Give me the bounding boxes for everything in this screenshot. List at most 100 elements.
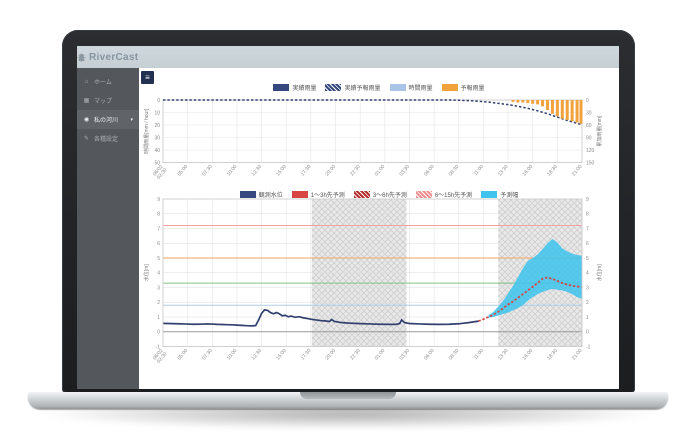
legend-label: 3〜6h先予測 — [372, 193, 407, 199]
legend-item[interactable]: 1〜3h先予測 — [291, 190, 345, 199]
svg-text:08:30: 08:30 — [448, 164, 461, 178]
svg-text:13:30: 13:30 — [497, 348, 510, 362]
sidebar-item-label: 私の河川 — [94, 118, 119, 124]
svg-text:3: 3 — [157, 285, 160, 291]
svg-text:12:30: 12:30 — [250, 164, 263, 178]
svg-text:22:30: 22:30 — [349, 164, 362, 178]
svg-text:6: 6 — [157, 241, 160, 247]
legend-swatch — [239, 191, 256, 198]
svg-text:9: 9 — [157, 197, 160, 203]
svg-text:15:00: 15:00 — [275, 348, 288, 362]
chevron-down-icon: ▾ — [130, 116, 133, 123]
laptop-base — [28, 392, 668, 409]
svg-text:累加雨量[mm]: 累加雨量[mm] — [596, 115, 603, 147]
svg-text:90: 90 — [586, 135, 592, 141]
settings-icon: ✎ — [83, 136, 90, 142]
sidebar-item-label: ホーム — [94, 80, 112, 86]
svg-text:5: 5 — [586, 256, 589, 262]
legend-label: 予報雨量 — [460, 86, 485, 92]
svg-text:06:00: 06:00 — [423, 348, 436, 362]
sidebar-item-3[interactable]: ◉ 私の河川 ▾ — [77, 110, 139, 129]
svg-text:1: 1 — [157, 315, 160, 321]
legend-item[interactable]: 6〜15h先予測 — [415, 190, 473, 199]
svg-text:5: 5 — [157, 256, 160, 262]
svg-text:07:30: 07:30 — [201, 164, 214, 178]
legend-item[interactable]: 実績雨量 — [273, 83, 316, 92]
home-icon: ⌂ — [84, 78, 89, 85]
svg-text:01:00: 01:00 — [374, 348, 387, 362]
svg-text:17:30: 17:30 — [300, 348, 313, 362]
svg-text:20:00: 20:00 — [324, 164, 337, 178]
svg-text:17:30: 17:30 — [300, 164, 313, 178]
sidebar-item-1[interactable]: ⌂ ホーム — [77, 72, 139, 91]
legend-item[interactable]: 観測水位 — [239, 190, 283, 199]
svg-text:07:30: 07:30 — [201, 348, 214, 362]
svg-text:06:00: 06:00 — [423, 164, 436, 178]
svg-text:22:30: 22:30 — [349, 348, 362, 362]
svg-text:05:00: 05:00 — [177, 164, 190, 178]
svg-text:20:00: 20:00 — [324, 348, 337, 362]
svg-text:8: 8 — [157, 212, 160, 218]
sidebar-item-2[interactable]: ▦ マップ — [77, 91, 139, 110]
svg-text:18:30: 18:30 — [546, 348, 559, 362]
svg-text:6: 6 — [586, 241, 589, 247]
svg-text:21:00: 21:00 — [571, 164, 584, 178]
laptop-notch — [300, 392, 396, 399]
legend-item[interactable]: 予測幅 — [481, 190, 518, 199]
legend-item[interactable]: 時間雨量 — [389, 83, 433, 92]
svg-text:0: 0 — [586, 98, 589, 104]
svg-text:03:30: 03:30 — [398, 164, 411, 178]
sidebar-item-4[interactable]: ✎ 各種設定 — [77, 129, 139, 148]
svg-text:0: 0 — [586, 330, 589, 336]
legend-item[interactable]: 実績予報雨量 — [325, 83, 381, 92]
legend-swatch — [441, 84, 458, 91]
svg-text:20: 20 — [154, 123, 160, 129]
svg-text:10: 10 — [154, 110, 160, 116]
legend-label: 実績雨量 — [292, 86, 317, 92]
water-level-chart: 06/0202:30 05:00 07:30 10:00 12:30 15:00 17:30… — [143, 197, 603, 365]
legend-label: 実績予報雨量 — [344, 86, 381, 92]
app-title: RiverCast — [89, 51, 139, 63]
svg-text:0: 0 — [157, 330, 160, 336]
svg-text:01:00: 01:00 — [374, 164, 387, 178]
legend-item[interactable]: 予報雨量 — [441, 83, 485, 92]
svg-text:0: 0 — [157, 98, 160, 104]
legend-label: 予測幅 — [500, 193, 519, 199]
svg-text:8: 8 — [586, 212, 589, 218]
svg-text:13:30: 13:30 — [497, 164, 510, 178]
legend-swatch — [291, 191, 308, 198]
svg-text:21:00: 21:00 — [571, 348, 584, 362]
svg-text:時間雨量[mm / hour]: 時間雨量[mm / hour] — [143, 108, 150, 154]
water-level-legend: 観測水位 1〜3h先予測 3〜6h先予測 6〜15h先予測 予測幅 — [139, 190, 619, 199]
gear-icon[interactable] — [77, 52, 86, 62]
svg-text:1: 1 — [586, 315, 589, 321]
my-river-icon: ◉ — [83, 117, 90, 123]
svg-text:30: 30 — [586, 110, 592, 116]
rainfall-legend: 実績雨量 実績予報雨量 時間雨量 予報雨量 — [139, 83, 619, 92]
svg-text:60: 60 — [586, 123, 592, 129]
app-shell: ⌂ ホーム ▦ マップ ◉ 私の河川 ▾ ✎ 各種設定 ≡ 実績雨量 実績予報雨量 時間雨量 予報雨量… — [77, 68, 619, 389]
svg-text:30: 30 — [154, 135, 160, 141]
svg-text:4: 4 — [586, 271, 589, 277]
sidebar-menu: ⌂ ホーム ▦ マップ ◉ 私の河川 ▾ ✎ 各種設定 — [77, 68, 139, 389]
legend-swatch — [389, 84, 406, 91]
legend-swatch — [481, 191, 498, 198]
svg-text:15:00: 15:00 — [275, 164, 288, 178]
screen: RiverCast ⌂ ホーム ▦ マップ ◉ 私の河川 ▾ ✎ 各種設定 ≡ — [77, 46, 619, 389]
app-header: RiverCast — [77, 46, 619, 68]
svg-text:9: 9 — [586, 197, 589, 203]
svg-text:16:00: 16:00 — [522, 164, 535, 178]
svg-text:11:00: 11:00 — [473, 348, 486, 361]
legend-swatch — [353, 191, 370, 198]
sidebar-item-label: 各種設定 — [94, 137, 119, 143]
sidebar-toggle-button[interactable]: ≡ — [141, 71, 154, 84]
svg-text:7: 7 — [157, 226, 160, 232]
legend-item[interactable]: 3〜6h先予測 — [353, 190, 407, 199]
legend-label: 6〜15h先予測 — [434, 193, 473, 199]
svg-text:05:00: 05:00 — [177, 348, 190, 362]
svg-text:10:00: 10:00 — [226, 164, 239, 178]
main-content: ≡ 実績雨量 実績予報雨量 時間雨量 予報雨量 06/0202:30 05:00 07:3… — [139, 68, 619, 389]
svg-text:10:00: 10:00 — [226, 348, 239, 362]
svg-text:11:00: 11:00 — [473, 164, 486, 177]
